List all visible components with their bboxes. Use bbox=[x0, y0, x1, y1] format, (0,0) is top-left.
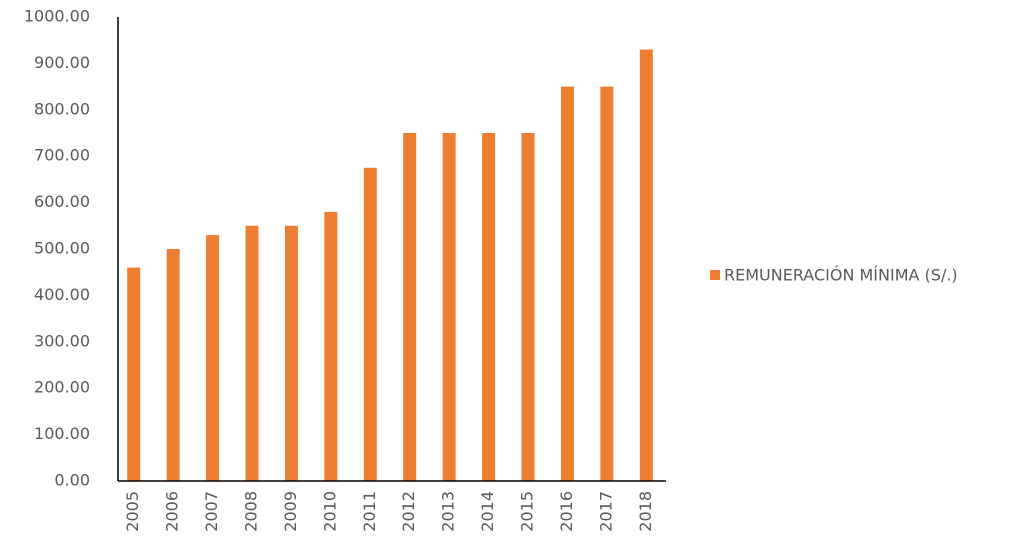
x-tick-label: 2008 bbox=[242, 491, 261, 532]
x-tick-label: 2012 bbox=[399, 491, 418, 532]
bar bbox=[206, 235, 220, 481]
bar bbox=[521, 133, 535, 481]
bar bbox=[363, 167, 377, 482]
bar bbox=[245, 225, 259, 481]
y-tick-label: 1000.00 bbox=[24, 7, 90, 26]
x-tick-label: 2018 bbox=[636, 491, 655, 532]
x-tick-label: 2009 bbox=[281, 491, 300, 532]
x-tick-label: 2014 bbox=[478, 491, 497, 532]
x-tick-label: 2013 bbox=[439, 491, 458, 532]
x-tick-label: 2017 bbox=[596, 491, 615, 532]
y-tick-label: 800.00 bbox=[34, 99, 90, 118]
x-tick-label: 2006 bbox=[163, 491, 182, 532]
bar bbox=[560, 86, 574, 481]
y-tick-label: 900.00 bbox=[34, 53, 90, 72]
bar bbox=[127, 267, 141, 481]
bar bbox=[324, 211, 338, 481]
y-tick-label: 100.00 bbox=[34, 424, 90, 443]
y-tick-label: 200.00 bbox=[34, 378, 90, 397]
y-tick-label: 0.00 bbox=[54, 471, 90, 490]
bar bbox=[166, 249, 180, 481]
bar bbox=[442, 133, 456, 481]
y-tick-label: 400.00 bbox=[34, 285, 90, 304]
y-tick-label: 300.00 bbox=[34, 331, 90, 350]
y-tick-label: 600.00 bbox=[34, 192, 90, 211]
bar bbox=[403, 133, 417, 481]
bar bbox=[482, 133, 496, 481]
bar bbox=[284, 225, 298, 481]
legend-swatch bbox=[710, 270, 720, 280]
y-tick-label: 700.00 bbox=[34, 146, 90, 165]
legend-label: REMUNERACIÓN MÍNIMA (S/.) bbox=[724, 266, 958, 285]
bar bbox=[639, 49, 653, 481]
x-tick-label: 2016 bbox=[557, 491, 576, 532]
x-tick-label: 2007 bbox=[202, 491, 221, 532]
x-tick-label: 2005 bbox=[123, 491, 142, 532]
x-tick-label: 2010 bbox=[320, 491, 339, 532]
y-tick-label: 500.00 bbox=[34, 239, 90, 258]
x-tick-label: 2011 bbox=[360, 491, 379, 532]
bar bbox=[600, 86, 614, 481]
x-tick-label: 2015 bbox=[518, 491, 537, 532]
